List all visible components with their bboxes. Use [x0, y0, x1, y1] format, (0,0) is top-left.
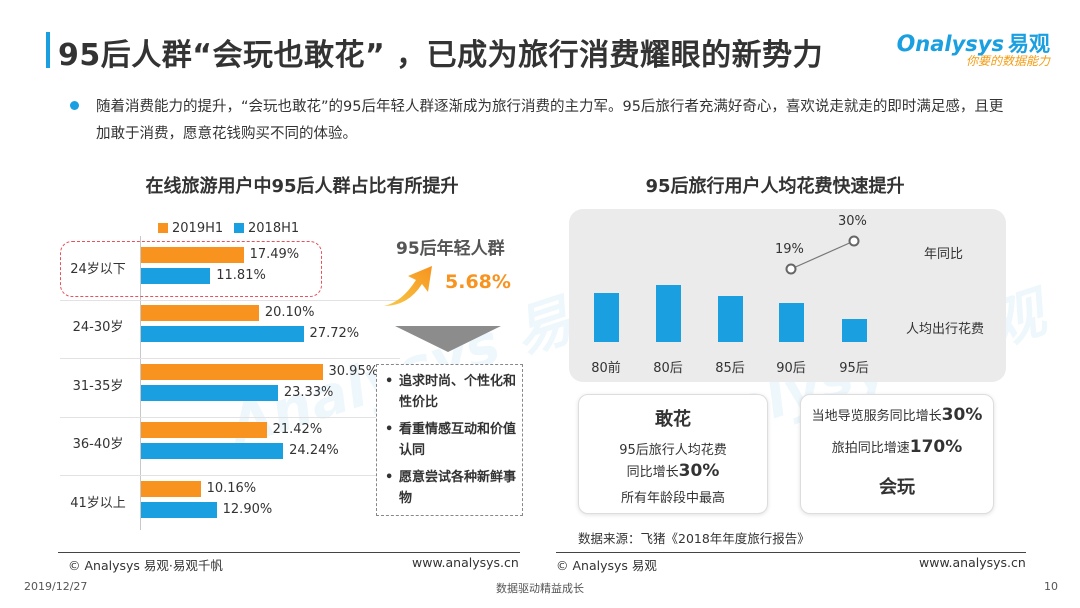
category-label: 31-35岁 [72, 379, 124, 394]
y-axis-line [140, 236, 141, 530]
left-chart-title: 在线旅游用户中95后人群占比有所提升 [145, 176, 459, 197]
data-label: 11.81% [216, 268, 266, 283]
spend-card: 敢花 95后旅行人均花费 同比增长30% 所有年龄段中最高 [578, 394, 768, 514]
bar [141, 502, 217, 518]
right-chart-panel [569, 209, 1006, 382]
spend-card-line3: 所有年龄段中最高 [620, 491, 725, 506]
logo-text: nalysys [915, 32, 1004, 56]
bar [717, 296, 743, 342]
bar [141, 364, 323, 380]
legend-swatch [234, 222, 244, 233]
data-label: 10.16% [206, 481, 257, 496]
highlight-box [60, 241, 322, 297]
title-accent-bar [46, 32, 50, 68]
line-legend-label: 年同比 [924, 247, 964, 262]
legend-swatch [158, 222, 168, 233]
data-label: 12.90% [222, 502, 273, 517]
category-label: 24岁以下 [70, 262, 126, 277]
down-triangle-icon [395, 326, 501, 352]
footer-copyright-right: © Analysys 易观 [556, 558, 657, 573]
bar [778, 303, 804, 342]
footer-divider-left [58, 552, 520, 553]
play-card-title: 会玩 [879, 477, 915, 498]
right-chart-title: 95后旅行用户人均花费快速提升 [645, 176, 905, 197]
intro-text: 随着消费能力的提升，“会玩也敢花”的95后年轻人群逐渐成为旅行消费的主力军。95… [96, 99, 1004, 142]
play-card: 当地导览服务同比增长30% 旅拍同比增速170% 会玩 [800, 394, 994, 514]
bar [141, 385, 278, 401]
up-arrow-icon [384, 266, 432, 306]
data-label: 17.49% [249, 247, 300, 262]
x-tick-label: 85后 [715, 361, 745, 376]
bar [141, 305, 259, 321]
x-tick-label: 90后 [776, 361, 806, 376]
x-tick-label: 95后 [839, 361, 869, 376]
bullet-icon [70, 101, 79, 110]
feature-item: • 看重情感互动和价值认同 [385, 422, 517, 458]
bar [141, 481, 201, 497]
category-divider [60, 300, 400, 301]
legend-label: 2018H1 [248, 221, 300, 236]
young-group-label: 95后年轻人群 [396, 239, 505, 259]
footer-divider-right [556, 552, 1026, 553]
category-divider [60, 417, 400, 418]
analysys-logo: Οnalysys 易观 你要的数据能力 [897, 28, 1050, 72]
data-source: 数据来源：飞猪《2018年年度旅行报告》 [578, 531, 810, 546]
legend-label: 2019H1 [172, 221, 224, 236]
footer-date: 2019/12/27 [24, 580, 88, 593]
category-divider [60, 475, 400, 476]
play-card-line1: 当地导览服务同比增长30% [811, 405, 983, 425]
feature-item: • 追求时尚、个性化和性价比 [385, 374, 517, 410]
bar [141, 443, 284, 459]
x-tick-label: 80后 [653, 361, 683, 376]
bar [141, 422, 267, 438]
yoy-label: 19% [775, 242, 804, 257]
features-box: • 追求时尚、个性化和性价比 • 看重情感互动和价值认同 • 愿意尝试各种新鲜事物 [376, 364, 523, 516]
spend-card-line1: 95后旅行人均花费 [619, 443, 727, 458]
data-label: 30.95% [328, 364, 379, 379]
bar [141, 247, 244, 263]
data-label: 27.72% [309, 326, 360, 341]
category-label: 41岁以上 [70, 496, 126, 511]
category-label: 36-40岁 [72, 437, 124, 452]
page-title: 95后人群“会玩也敢花” ，已成为旅行消费耀眼的新势力 [58, 38, 824, 73]
legend-item: 2019H1 [158, 221, 223, 236]
category-label: 24-30岁 [72, 320, 124, 335]
logo-tagline: 你要的数据能力 [965, 54, 1050, 68]
logo-cn: 易观 [1008, 32, 1050, 56]
footer-copyright-left: © Analysys 易观·易观千帆 [68, 558, 223, 573]
bar-legend-label: 人均出行花费 [906, 322, 985, 337]
footer-slogan: 数据驱动精益成长 [496, 582, 584, 595]
feature-item: • 愿意尝试各种新鲜事物 [385, 470, 517, 506]
x-tick-label: 80前 [591, 361, 621, 376]
bar [655, 285, 681, 342]
bar [141, 326, 304, 342]
data-label: 20.10% [264, 305, 315, 320]
bar [841, 319, 867, 342]
legend-item: 2018H1 [234, 221, 299, 236]
category-divider [60, 358, 400, 359]
data-label: 24.24% [289, 443, 339, 458]
data-label: 21.42% [272, 422, 323, 437]
page-number: 10 [1044, 580, 1058, 593]
spend-card-title: 敢花 [655, 409, 691, 430]
logo-o-icon: Ο [896, 32, 916, 57]
yoy-label: 30% [838, 214, 867, 229]
play-card-line2: 旅拍同比增速170% [831, 437, 963, 457]
bar [141, 268, 211, 284]
spend-card-line2: 同比增长30% [626, 461, 720, 481]
data-label: 23.33% [283, 385, 334, 400]
footer-url-left[interactable]: www.analysys.cn [412, 555, 519, 570]
bar [593, 293, 619, 342]
young-group-value: 5.68% [445, 271, 511, 293]
footer-url-right[interactable]: www.analysys.cn [919, 555, 1026, 570]
